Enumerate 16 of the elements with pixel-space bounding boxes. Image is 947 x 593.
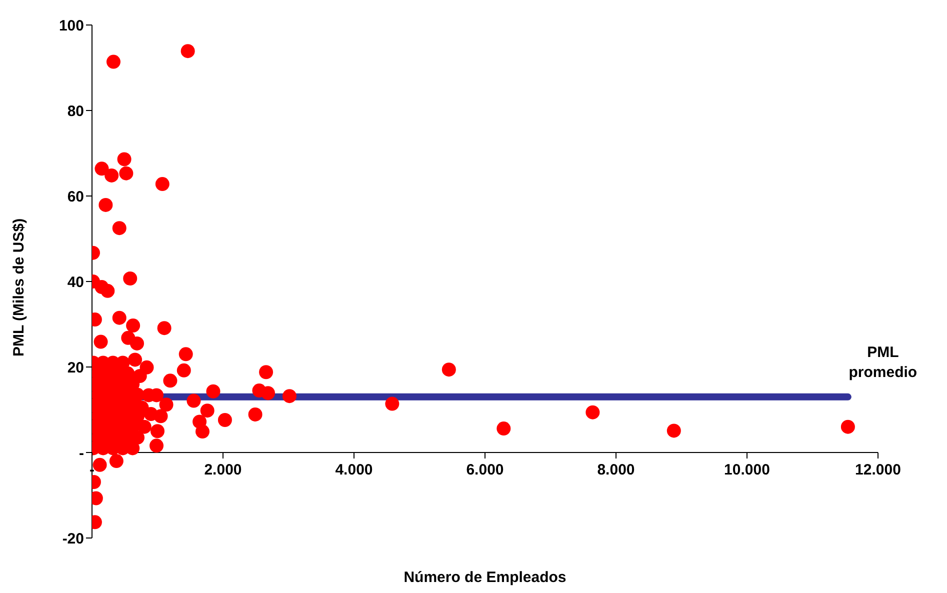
y-tick-label: 20 xyxy=(67,359,84,376)
x-tick-label: 10.000 xyxy=(724,462,770,478)
x-tick-label: 8.000 xyxy=(597,462,635,478)
x-tick-label: 12.000 xyxy=(855,462,901,478)
y-axis-title: PML (Miles de US$) xyxy=(10,218,28,356)
x-tick-label: 2.000 xyxy=(204,462,242,478)
annotation: PML promedio xyxy=(848,344,918,381)
y-tick-label: -20 xyxy=(62,530,84,548)
y-tick-label: 40 xyxy=(67,274,84,291)
y-tick-label: 100 xyxy=(58,17,84,34)
y-tick-label: 80 xyxy=(67,102,84,120)
y-tick-label: 60 xyxy=(67,188,84,206)
x-tick-label: 4.000 xyxy=(335,462,373,478)
x-tick-label: 6.000 xyxy=(466,462,504,478)
x-axis-title: Número de Empleados xyxy=(404,569,566,586)
y-tick-label: - xyxy=(79,444,84,462)
